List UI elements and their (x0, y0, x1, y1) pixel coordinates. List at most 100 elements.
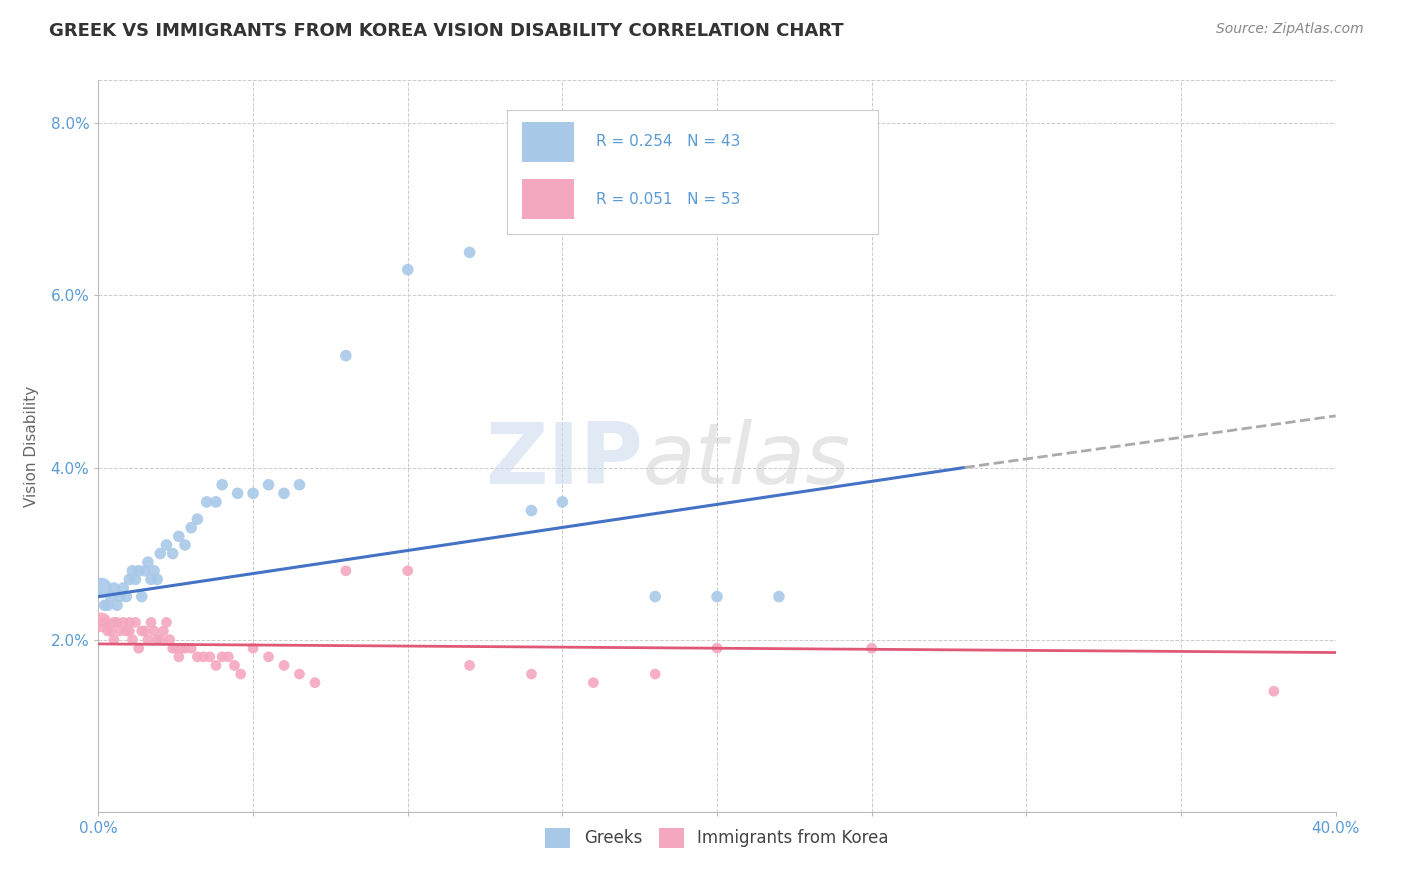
Point (128, 641, 150, 656)
Point (242, 486, 264, 500)
Point (136, 632, 159, 647)
Point (205, 658, 228, 673)
Point (103, 632, 125, 647)
Point (143, 624, 166, 638)
Point (93, 615, 115, 630)
Point (128, 564, 150, 578)
Point (167, 529, 190, 543)
Point (273, 486, 295, 500)
Point (224, 658, 246, 673)
Point (115, 590, 138, 604)
Point (97, 598, 120, 612)
Point (146, 573, 169, 587)
Point (136, 555, 159, 569)
Point (193, 649, 215, 664)
Point (139, 573, 162, 587)
Point (288, 477, 311, 491)
Point (644, 667, 666, 681)
Point (211, 477, 233, 491)
Point (118, 624, 141, 638)
Point (121, 564, 143, 578)
Point (108, 624, 131, 638)
Point (100, 624, 122, 638)
Point (335, 349, 357, 363)
Point (159, 632, 181, 647)
Point (97, 624, 120, 638)
Point (288, 667, 311, 681)
Point (162, 641, 184, 656)
Point (242, 641, 264, 656)
Point (134, 624, 156, 638)
Point (112, 615, 135, 630)
Point (582, 675, 605, 690)
Point (170, 641, 193, 656)
Point (118, 573, 141, 587)
Point (273, 658, 295, 673)
Point (520, 667, 543, 681)
Legend: Greeks, Immigrants from Korea: Greeks, Immigrants from Korea (538, 821, 896, 855)
Text: GREEK VS IMMIGRANTS FROM KOREA VISION DISABILITY CORRELATION CHART: GREEK VS IMMIGRANTS FROM KOREA VISION DI… (49, 22, 844, 40)
Point (121, 632, 143, 647)
Point (257, 649, 280, 664)
Point (115, 624, 138, 638)
Point (143, 564, 166, 578)
Point (162, 547, 184, 561)
Point (458, 245, 481, 260)
Text: ZIP: ZIP (485, 419, 643, 502)
Point (226, 486, 249, 500)
Point (186, 649, 208, 664)
Point (229, 667, 252, 681)
Point (167, 649, 190, 664)
Point (195, 495, 218, 509)
Point (105, 615, 128, 630)
Point (768, 590, 790, 604)
Point (165, 641, 187, 656)
Point (131, 624, 153, 638)
Point (131, 590, 153, 604)
Point (149, 547, 172, 561)
Point (155, 615, 177, 630)
Point (396, 262, 419, 277)
Point (706, 641, 728, 656)
Y-axis label: Vision Disability: Vision Disability (24, 385, 39, 507)
Point (860, 641, 883, 656)
Point (198, 649, 221, 664)
Point (644, 590, 666, 604)
Point (551, 495, 574, 509)
Point (205, 495, 228, 509)
Point (103, 581, 125, 595)
Point (520, 503, 543, 517)
Point (335, 564, 357, 578)
Point (211, 649, 233, 664)
Point (139, 615, 162, 630)
Point (152, 624, 174, 638)
Point (124, 615, 146, 630)
Point (1263, 684, 1285, 698)
Point (118, 615, 141, 630)
Point (93, 598, 115, 612)
Point (90, 615, 112, 630)
Point (103, 615, 125, 630)
Point (174, 641, 197, 656)
Point (706, 590, 728, 604)
Text: atlas: atlas (643, 419, 851, 502)
Point (174, 538, 197, 552)
Point (108, 590, 131, 604)
Point (396, 564, 419, 578)
Point (155, 538, 177, 552)
Point (257, 477, 280, 491)
Point (105, 598, 128, 612)
Point (180, 641, 202, 656)
Point (90, 581, 112, 595)
Point (304, 675, 326, 690)
Point (112, 581, 135, 595)
Point (149, 632, 172, 647)
Point (134, 564, 156, 578)
Point (186, 512, 208, 526)
Point (100, 590, 122, 604)
Point (180, 521, 202, 535)
Point (860, 185, 883, 199)
Point (217, 649, 239, 664)
Point (458, 658, 481, 673)
Point (124, 573, 146, 587)
